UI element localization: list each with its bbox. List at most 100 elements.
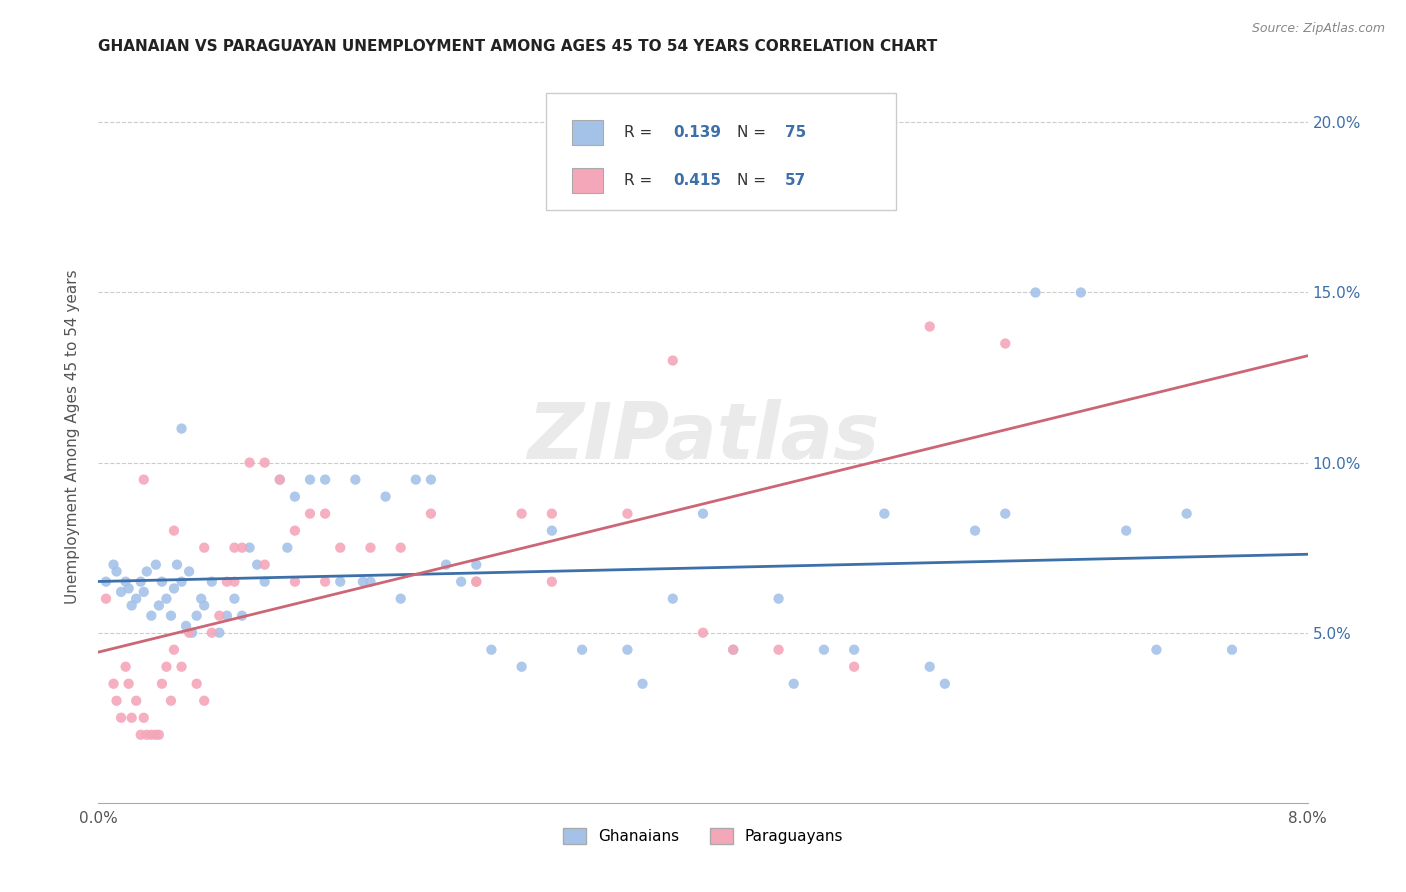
Point bbox=[141, 608, 163, 623]
Legend: Ghanaians, Paraguayans: Ghanaians, Paraguayans bbox=[557, 822, 849, 850]
Point bbox=[405, 473, 427, 487]
Point bbox=[186, 677, 208, 691]
Point bbox=[94, 574, 117, 589]
Point bbox=[105, 565, 128, 579]
Point bbox=[389, 591, 412, 606]
Point bbox=[208, 608, 231, 623]
Point bbox=[239, 456, 262, 470]
Point bbox=[299, 507, 322, 521]
Point bbox=[163, 524, 186, 538]
Point bbox=[631, 677, 654, 691]
Point bbox=[148, 599, 170, 613]
Point bbox=[215, 608, 238, 623]
Point bbox=[170, 421, 193, 435]
Point bbox=[1070, 285, 1092, 300]
Point bbox=[284, 490, 307, 504]
Point bbox=[141, 728, 163, 742]
Text: GHANAIAN VS PARAGUAYAN UNEMPLOYMENT AMONG AGES 45 TO 54 YEARS CORRELATION CHART: GHANAIAN VS PARAGUAYAN UNEMPLOYMENT AMON… bbox=[98, 38, 938, 54]
Point bbox=[125, 694, 148, 708]
Text: N =: N = bbox=[737, 173, 770, 188]
Point bbox=[160, 608, 183, 623]
Point bbox=[510, 507, 533, 521]
Point bbox=[374, 490, 396, 504]
Point bbox=[253, 574, 276, 589]
Point bbox=[253, 456, 276, 470]
Y-axis label: Unemployment Among Ages 45 to 54 years: Unemployment Among Ages 45 to 54 years bbox=[65, 269, 80, 605]
Point bbox=[145, 728, 167, 742]
Point bbox=[284, 574, 307, 589]
Text: 0.139: 0.139 bbox=[672, 125, 721, 140]
Point bbox=[224, 541, 246, 555]
Point bbox=[231, 608, 253, 623]
Point bbox=[434, 558, 457, 572]
Point bbox=[465, 558, 488, 572]
Point bbox=[360, 541, 382, 555]
Point bbox=[768, 591, 790, 606]
Point bbox=[201, 574, 224, 589]
Point bbox=[132, 585, 155, 599]
Point bbox=[994, 507, 1017, 521]
Point bbox=[160, 694, 183, 708]
Point bbox=[344, 473, 367, 487]
Point bbox=[181, 625, 204, 640]
Point bbox=[190, 591, 212, 606]
Point bbox=[103, 558, 125, 572]
Point bbox=[329, 541, 352, 555]
Point bbox=[1024, 285, 1046, 300]
Point bbox=[148, 728, 170, 742]
Point bbox=[231, 541, 253, 555]
Point bbox=[571, 642, 593, 657]
Point bbox=[465, 574, 488, 589]
Point bbox=[269, 473, 291, 487]
Point bbox=[450, 574, 472, 589]
Point bbox=[661, 353, 683, 368]
Text: R =: R = bbox=[624, 173, 658, 188]
Text: N =: N = bbox=[737, 125, 770, 140]
Point bbox=[246, 558, 269, 572]
Text: 0.415: 0.415 bbox=[672, 173, 721, 188]
Point bbox=[170, 574, 193, 589]
Text: 57: 57 bbox=[785, 173, 807, 188]
Point bbox=[873, 507, 896, 521]
Point bbox=[145, 558, 167, 572]
Point bbox=[540, 574, 562, 589]
Point bbox=[253, 558, 276, 572]
Point bbox=[163, 582, 186, 596]
Point bbox=[1146, 642, 1168, 657]
Point bbox=[170, 659, 193, 673]
Point bbox=[918, 319, 941, 334]
Point bbox=[994, 336, 1017, 351]
Point bbox=[540, 524, 562, 538]
Text: ZIPatlas: ZIPatlas bbox=[527, 399, 879, 475]
Point bbox=[224, 591, 246, 606]
Point bbox=[193, 541, 215, 555]
Point bbox=[193, 694, 215, 708]
Point bbox=[132, 473, 155, 487]
Point bbox=[121, 711, 143, 725]
Point bbox=[420, 473, 443, 487]
Point bbox=[276, 541, 298, 555]
Point bbox=[193, 599, 215, 613]
Point bbox=[844, 659, 866, 673]
Point bbox=[129, 728, 152, 742]
Point bbox=[105, 694, 128, 708]
Point bbox=[1115, 524, 1137, 538]
Point bbox=[465, 574, 488, 589]
Text: R =: R = bbox=[624, 125, 658, 140]
Point bbox=[616, 507, 638, 521]
Point bbox=[135, 728, 157, 742]
Point bbox=[692, 625, 714, 640]
Point bbox=[723, 642, 745, 657]
Point bbox=[314, 507, 336, 521]
Point bbox=[155, 659, 177, 673]
Point bbox=[965, 524, 987, 538]
Point bbox=[616, 642, 638, 657]
Point bbox=[389, 541, 412, 555]
Point bbox=[215, 574, 238, 589]
Text: Source: ZipAtlas.com: Source: ZipAtlas.com bbox=[1251, 22, 1385, 36]
Point bbox=[918, 659, 941, 673]
Point bbox=[179, 625, 201, 640]
Point bbox=[135, 565, 157, 579]
Point bbox=[166, 558, 188, 572]
Point bbox=[224, 574, 246, 589]
